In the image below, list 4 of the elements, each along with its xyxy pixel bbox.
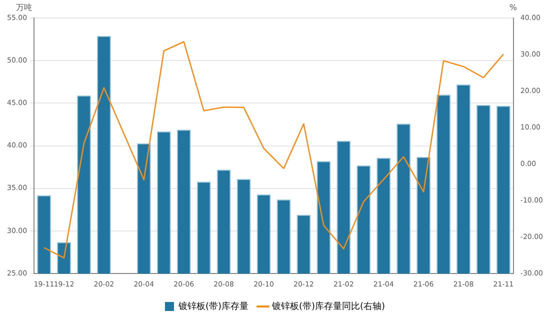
- y2-axis-title: %: [509, 3, 518, 12]
- legend-label: 镀锌板(带)库存量同比(右轴): [270, 300, 386, 312]
- y-axis-title: 万吨: [16, 3, 32, 12]
- legend-label: 镀锌板(带)库存量: [177, 300, 248, 312]
